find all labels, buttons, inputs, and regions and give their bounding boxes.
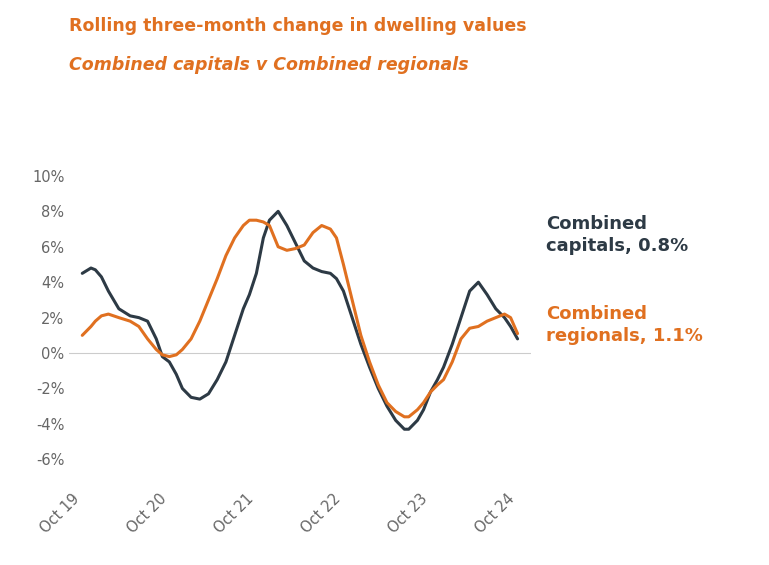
Text: Combined
capitals, 0.8%: Combined capitals, 0.8% <box>546 215 688 255</box>
Text: Rolling three-month change in dwelling values: Rolling three-month change in dwelling v… <box>69 17 527 35</box>
Text: Combined
regionals, 1.1%: Combined regionals, 1.1% <box>546 305 703 345</box>
Text: Combined capitals v Combined regionals: Combined capitals v Combined regionals <box>69 56 469 75</box>
